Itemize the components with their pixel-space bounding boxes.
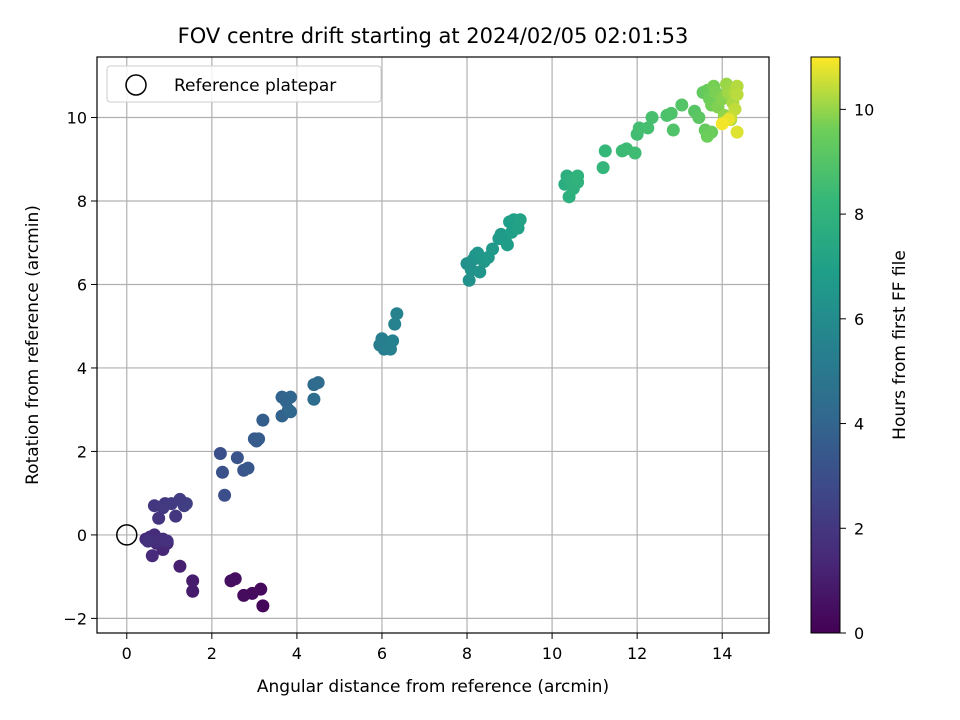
scatter-point	[230, 451, 244, 465]
colorbar-tick-label: 8	[854, 205, 864, 224]
scatter-point	[473, 265, 487, 279]
y-axis-label: Rotation from reference (arcmin)	[23, 205, 43, 485]
scatter-point	[179, 497, 193, 511]
colorbar: 0 2 4 6 8 10 Hours from first FF file	[810, 56, 910, 643]
scatter-point	[386, 334, 400, 348]
x-tick-label: 4	[292, 644, 302, 663]
scatter-point	[675, 98, 689, 112]
scatter-point	[700, 129, 714, 143]
scatter-point	[152, 511, 166, 525]
scatter-point	[462, 273, 476, 287]
scatter-point	[664, 106, 678, 120]
scatter-point	[173, 559, 187, 573]
colorbar-gradient	[811, 57, 840, 633]
scatter-points	[139, 77, 744, 613]
chart-title: FOV centre drift starting at 2024/02/05 …	[178, 24, 689, 48]
x-tick-label: 12	[627, 644, 647, 663]
legend-marker-circle-icon	[125, 74, 147, 96]
y-tick-label: 6	[77, 275, 87, 294]
scatter-point	[390, 307, 404, 321]
y-tick-label: −2	[63, 609, 87, 628]
scatter-point	[388, 317, 402, 331]
scatter-point	[571, 175, 585, 189]
x-tick-label: 2	[207, 644, 217, 663]
y-tick-label: 8	[77, 192, 87, 211]
plot-frame	[96, 56, 770, 634]
scatter-point	[513, 213, 527, 227]
colorbar-tick-label: 10	[854, 100, 874, 119]
legend-box	[106, 65, 382, 103]
legend: Reference platepar	[106, 65, 382, 103]
colorbar-tick-label: 6	[854, 310, 864, 329]
grid	[97, 57, 769, 633]
scatter-point	[628, 146, 642, 160]
scatter-point	[645, 111, 659, 125]
scatter-point	[160, 534, 174, 548]
reference-layer	[116, 524, 138, 546]
scatter-point	[641, 121, 655, 135]
x-axis-label: Angular distance from reference (arcmin)	[257, 677, 609, 697]
colorbar-frame	[810, 56, 841, 634]
scatter-point	[213, 447, 227, 461]
legend-label: Reference platepar	[174, 76, 336, 96]
colorbar-tick-label: 4	[854, 415, 864, 434]
scatter-point	[284, 390, 298, 404]
y-tick-label: 2	[77, 442, 87, 461]
scatter-point	[215, 465, 229, 479]
y-tick-label: 4	[77, 359, 87, 378]
scatter-point	[598, 144, 612, 158]
scatter-point	[145, 549, 159, 563]
scatter-point	[256, 599, 270, 613]
scatter-point	[692, 111, 706, 125]
x-tick-label: 10	[542, 644, 562, 663]
scatter-point	[596, 161, 610, 175]
x-tick-label: 6	[377, 644, 387, 663]
x-tick-label: 0	[122, 644, 132, 663]
scatter-point	[186, 584, 200, 598]
scatter-point	[730, 88, 744, 102]
scatter-point	[186, 574, 200, 588]
y-tick-label: 10	[67, 109, 87, 128]
scatter-point	[730, 125, 744, 139]
colorbar-ticks: 0 2 4 6 8 10	[840, 100, 874, 643]
scatter-point	[256, 413, 270, 427]
scatter-point	[666, 123, 680, 137]
scatter-point	[252, 432, 266, 446]
scatter-point	[241, 461, 255, 475]
y-ticks: −2 0 2 4 6 8 10	[63, 109, 97, 628]
scatter-point	[284, 405, 298, 419]
scatter-point	[224, 574, 238, 588]
scatter-point	[237, 588, 251, 602]
scatter-point	[141, 534, 155, 548]
scatter-point	[307, 392, 321, 406]
x-tick-label: 8	[462, 644, 472, 663]
scatter-point	[500, 238, 514, 252]
colorbar-tick-label: 2	[854, 519, 864, 538]
colorbar-tick-label: 0	[854, 624, 864, 643]
scatter-point	[486, 242, 500, 256]
x-tick-label: 14	[712, 644, 732, 663]
scatter-point	[218, 488, 232, 502]
scatter-point	[311, 376, 325, 390]
x-ticks: 0 2 4 6 8 10 12 14	[122, 633, 732, 663]
colorbar-label: Hours from first FF file	[890, 250, 910, 440]
scatter-point	[169, 509, 183, 523]
y-tick-label: 0	[77, 526, 87, 545]
reference-platepar-marker	[116, 524, 138, 546]
scatter-point	[715, 117, 729, 131]
